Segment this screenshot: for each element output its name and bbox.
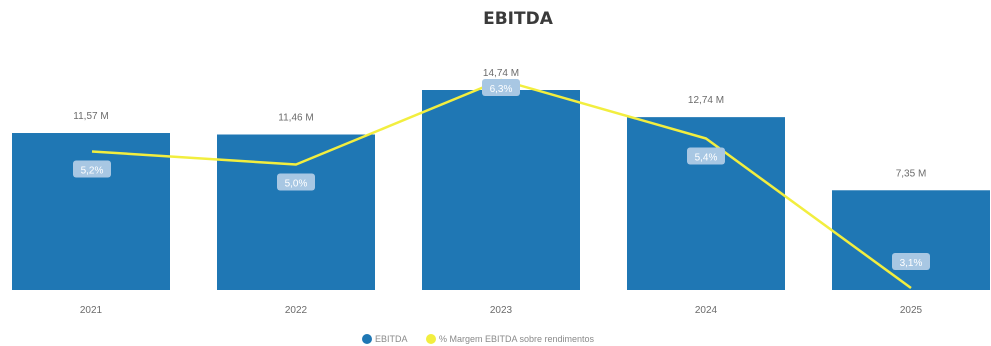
bar-value-label: 14,74 M — [483, 68, 519, 79]
chart-title: EBITDA — [483, 9, 554, 29]
margin-label-badge — [892, 253, 930, 270]
labels-layer: 11,57 M 2021 11,46 M 2022 14,74 M 2023 12,74 M… — [73, 68, 930, 316]
bar-value-label: 12,74 M — [688, 95, 724, 106]
category-label: 2021 — [80, 305, 103, 316]
margin-label-text: 5,2% — [81, 166, 104, 177]
ebitda-bar — [832, 190, 990, 290]
ebitda-bar — [217, 134, 375, 290]
margin-data-label: 5,4% — [687, 147, 725, 165]
bar-value-label: 11,57 M — [73, 111, 108, 122]
ebitda-bar — [422, 90, 580, 290]
legend-bar-label: EBITDA — [375, 334, 408, 344]
margin-label-badge — [73, 160, 111, 178]
margin-data-label: 6,3% — [482, 79, 520, 96]
category-label: 2025 — [900, 305, 923, 316]
category-label: 2023 — [490, 305, 513, 316]
ebitda-bar — [627, 117, 785, 290]
legend-line-swatch — [426, 334, 436, 344]
margin-label-badge — [277, 173, 315, 191]
margin-label-text: 3,1% — [900, 258, 923, 269]
margin-label-text: 5,4% — [695, 153, 718, 164]
legend-bar-swatch — [362, 334, 372, 344]
bar-value-label: 11,46 M — [278, 113, 313, 124]
ebitda-bar — [12, 133, 170, 290]
margin-label-badge — [687, 147, 725, 165]
margin-data-label: 3,1% — [892, 253, 930, 270]
margin-label-text: 5,0% — [285, 179, 308, 190]
margin-label-badge — [482, 79, 520, 96]
legend: EBITDA % Margem EBITDA sobre rendimentos — [362, 334, 595, 344]
margin-data-label: 5,2% — [73, 160, 111, 178]
margin-label-text: 6,3% — [490, 84, 513, 95]
bar-value-label: 7,35 M — [896, 168, 927, 179]
category-label: 2022 — [285, 305, 308, 316]
margin-data-label: 5,0% — [277, 173, 315, 191]
legend-line-label: % Margem EBITDA sobre rendimentos — [439, 334, 595, 344]
category-label: 2024 — [695, 305, 718, 316]
bars-layer — [12, 90, 990, 290]
